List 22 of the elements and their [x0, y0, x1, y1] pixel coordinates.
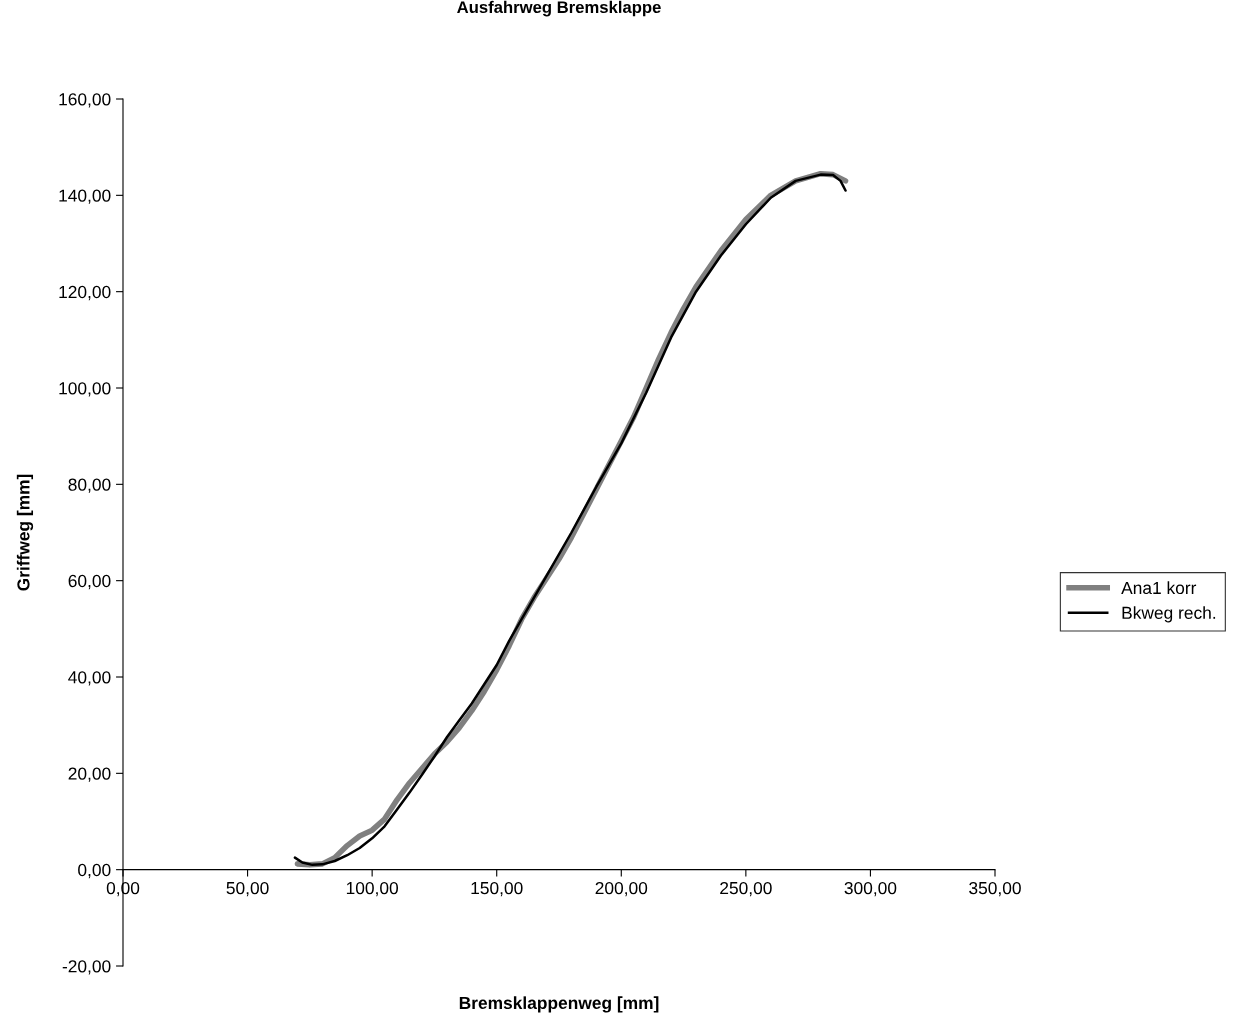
x-tick-label: 250,00: [720, 881, 772, 897]
x-tick-label: 200,00: [595, 881, 648, 897]
y-tick-label: 140,00: [59, 189, 111, 204]
x-tick-label: 300,00: [844, 881, 897, 897]
y-tick-label: 40,00: [68, 671, 111, 686]
x-tick-label: 150,00: [471, 881, 523, 897]
y-tick-label: 80,00: [68, 478, 111, 493]
legend-label: Ana1 korr: [1121, 581, 1197, 595]
legend-label: Bkweg rech.: [1122, 606, 1216, 623]
y-tick-label: 60,00: [68, 574, 111, 590]
x-tick-label: 100,00: [346, 881, 399, 897]
x-tick-label: 350,00: [969, 881, 1021, 897]
y-tick-label: 0,00: [78, 863, 111, 879]
y-tick-label: 120,00: [59, 285, 111, 301]
y-tick-label: 20,00: [68, 767, 111, 782]
y-tick-label: 160,00: [59, 93, 111, 108]
x-axis-title: Bremsklappenweg [mm]: [459, 996, 659, 1013]
chart-title: Ausfahrweg Bremsklappe: [457, 0, 661, 17]
x-tick-label: 50,00: [226, 881, 269, 897]
y-axis-title: Griffweg [mm]: [16, 474, 34, 591]
y-tick-label: 100,00: [59, 382, 111, 397]
y-tick-label: -20,00: [62, 960, 111, 975]
